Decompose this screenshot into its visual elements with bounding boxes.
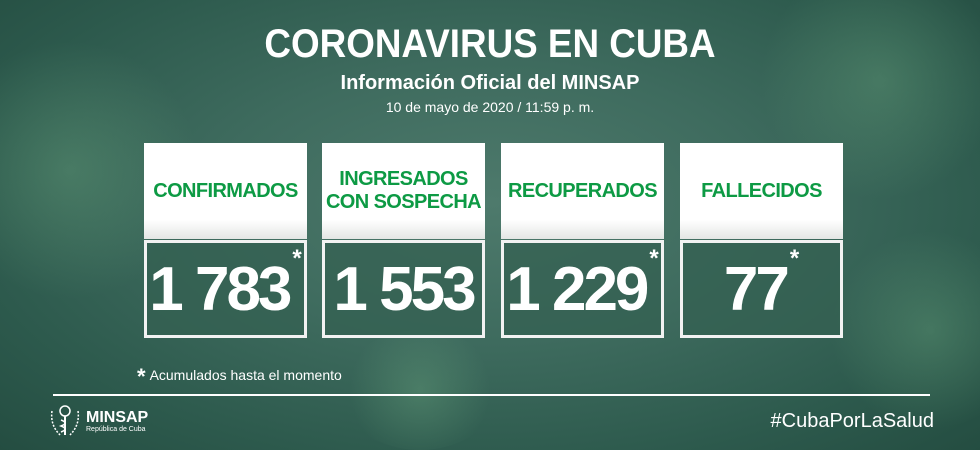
virus-decoration [830,230,980,430]
card-value: 1 229 [506,254,649,324]
virus-decoration [340,330,500,450]
asterisk: * [649,245,659,272]
logo-name: MINSAP [86,408,149,426]
asterisk: * [292,245,302,272]
asterisk: * [137,364,146,389]
card-fallecidos: FALLECIDOS 77 * [680,143,843,338]
minsap-logo: MINSAP República de Cuba [48,403,148,439]
card-value: 77 [723,254,790,324]
page-title: CORONAVIRUS EN CUBA [264,22,716,66]
card-label: INGRESADOS CON SOSPECHA [325,168,482,213]
card-label: FALLECIDOS [701,179,822,202]
footnote: * Acumulados hasta el momento [137,364,342,390]
card-ingresados: INGRESADOS CON SOSPECHA 1 553 [322,143,485,338]
date: 10 de mayo de 2020 / 11:59 p. m. [385,99,595,115]
card-label: CONFIRMADOS [153,179,298,202]
footnote-text: Acumulados hasta el momento [149,367,342,383]
card-confirmados: CONFIRMADOS 1 783 * [144,143,307,338]
card-recuperados: RECUPERADOS 1 229 * [501,143,664,338]
subtitle: Información Oficial del MINSAP [340,72,640,94]
logo-subtitle: República de Cuba [86,425,146,433]
asterisk: * [789,245,800,272]
card-label: RECUPERADOS [508,179,658,202]
divider [53,394,930,396]
emblem-icon [50,405,80,436]
hashtag: #CubaPorLaSalud [770,410,934,432]
card-value: 1 783 [149,254,292,324]
card-value: 1 553 [333,254,476,324]
